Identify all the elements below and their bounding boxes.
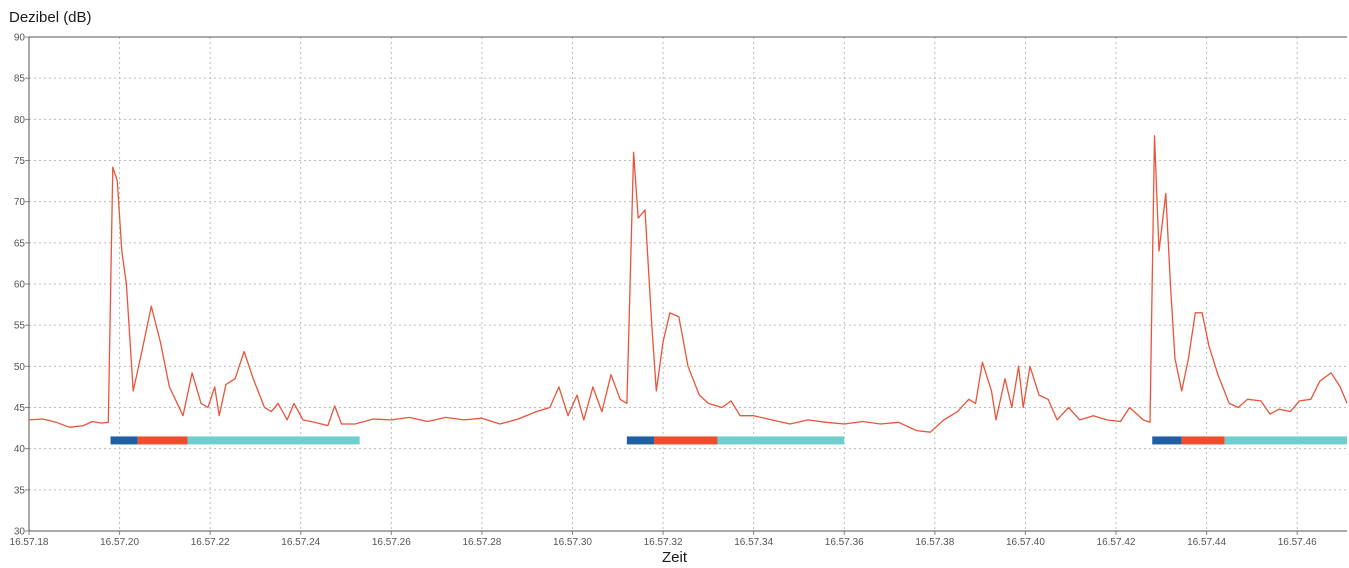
y-tick-label: 45 [14, 403, 26, 414]
event-band-segment [187, 436, 360, 445]
event-band-segment [1224, 436, 1347, 445]
y-tick-label: 65 [14, 238, 26, 249]
y-tick-label: 60 [14, 280, 26, 291]
x-tick-label: 16.57.32 [644, 537, 683, 548]
event-band-segment [137, 436, 188, 445]
y-tick-label: 70 [14, 197, 26, 208]
event-band-segment [626, 436, 655, 445]
x-tick-label: 16.57.24 [281, 537, 320, 548]
event-band-segment [1181, 436, 1225, 445]
y-tick-label: 35 [14, 485, 26, 496]
event-band-segment [110, 436, 138, 445]
y-tick-label: 50 [14, 362, 26, 373]
decibel-series-line [28, 135, 1348, 433]
x-tick-label: 16.57.20 [100, 537, 139, 548]
x-tick-label: 16.57.22 [191, 537, 230, 548]
y-tick-label: 40 [14, 444, 26, 455]
x-axis-title: Zeit [662, 549, 688, 566]
x-tick-label: 16.57.34 [734, 537, 773, 548]
y-tick-label: 90 [14, 33, 26, 44]
x-tick-label: 16.57.26 [372, 537, 411, 548]
x-tick-label: 16.57.46 [1278, 537, 1317, 548]
x-tick-label: 16.57.28 [462, 537, 501, 548]
event-band-segment [654, 436, 718, 445]
y-tick-label: 30 [14, 527, 26, 538]
y-tick-label: 85 [14, 74, 26, 85]
y-tick-label: 55 [14, 321, 26, 332]
x-tick-label: 16.57.38 [915, 537, 954, 548]
event-band-segment [717, 436, 845, 445]
x-tick-label: 16.57.42 [1097, 537, 1136, 548]
y-tick-label: 80 [14, 115, 26, 126]
x-tick-label: 16.57.18 [10, 537, 49, 548]
x-tick-label: 16.57.44 [1187, 537, 1226, 548]
y-axis-title: Dezibel (dB) [9, 9, 92, 26]
x-tick-label: 16.57.40 [1006, 537, 1045, 548]
x-tick-label: 16.57.36 [825, 537, 864, 548]
event-band-segment [1152, 436, 1182, 445]
x-tick-label: 16.57.30 [553, 537, 592, 548]
y-tick-label: 75 [14, 156, 26, 167]
